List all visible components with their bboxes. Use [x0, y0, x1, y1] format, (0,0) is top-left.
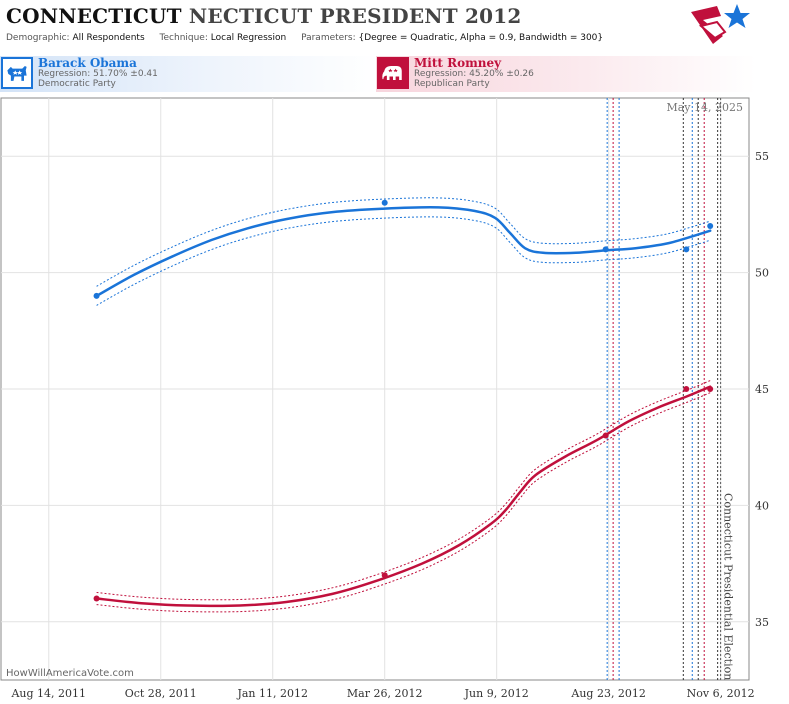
y-tick-label: 45 [755, 383, 769, 396]
demographic-label: Demographic: [6, 33, 70, 43]
obama-poll-point [602, 246, 609, 253]
x-tick-label: Aug 14, 2011 [10, 687, 86, 700]
x-tick-label: Jan 11, 2012 [236, 687, 308, 700]
y-tick-label: 35 [755, 616, 769, 629]
romney-poll-point [381, 572, 388, 579]
candidate-regression: Regression: 51.70% ±0.41 [38, 69, 158, 79]
watermark: HowWillAmericaVote.com [6, 668, 134, 679]
candidate-romney: Mitt Romney Regression: 45.20% ±0.26 Rep… [376, 56, 756, 92]
candidate-party: Democratic Party [38, 79, 116, 89]
obama-trend-line [95, 206, 712, 298]
obama-poll-point [707, 223, 714, 230]
candidate-name: Barack Obama [38, 56, 137, 70]
site-logo-icon [691, 4, 750, 44]
obama-band-lower [96, 216, 711, 306]
candidate-party: Republican Party [414, 79, 490, 89]
x-tick-label: Nov 6, 2012 [687, 687, 755, 700]
candidate-regression: Regression: 45.20% ±0.26 [414, 69, 534, 79]
obama-poll-point [683, 246, 690, 253]
y-tick-label: 50 [755, 267, 769, 280]
title-race: NECTICUT PRESIDENT 2012 [188, 4, 522, 28]
romney-band-lower [96, 392, 711, 613]
page-title: CONNECTICUT NECTICUT PRESIDENT 2012 [6, 4, 522, 28]
header: CONNECTICUT NECTICUT PRESIDENT 2012 Demo… [0, 0, 789, 52]
y-tick-label: 40 [755, 499, 769, 512]
parameters-label: Parameters: [301, 33, 356, 43]
elephant-icon [377, 57, 409, 89]
series-obama [93, 197, 714, 306]
obama-band-upper [96, 197, 711, 287]
y-tick-label: 55 [755, 150, 769, 163]
x-tick-label: Oct 28, 2011 [125, 687, 197, 700]
regression-chart: Aug 14, 2011 Oct 28, 2011 Jan 11, 2012 Mar … [0, 97, 769, 700]
x-tick-label: Jun 9, 2012 [464, 687, 529, 700]
title-state: CONNECTICUT [6, 4, 182, 28]
demographic-value: All Respondents [72, 33, 145, 43]
donkey-icon [1, 57, 33, 89]
election-label: Connecticut Presidential Election [722, 493, 735, 680]
romney-poll-point [707, 386, 714, 392]
x-tick-label: Mar 26, 2012 [347, 687, 423, 700]
candidate-bar: Barack Obama Regression: 51.70% ±0.41 De… [0, 56, 789, 94]
romney-poll-point [93, 595, 100, 602]
candidate-obama: Barack Obama Regression: 51.70% ±0.41 De… [0, 56, 380, 92]
parameters-value: {Degree = Quadratic, Alpha = 0.9, Bandwi… [358, 33, 604, 43]
technique-value: Local Regression [210, 33, 287, 43]
candidate-name: Mitt Romney [414, 56, 502, 70]
x-tick-label: Aug 23, 2012 [570, 687, 646, 700]
romney-band-upper [96, 380, 711, 601]
obama-poll-point [381, 199, 388, 206]
romney-trend-line [95, 385, 712, 608]
romney-poll-point [683, 386, 690, 392]
romney-poll-point [602, 432, 609, 439]
parameters-line: Demographic: All Respondents Technique: … [6, 33, 615, 43]
obama-poll-point [93, 292, 100, 299]
technique-label: Technique: [159, 33, 208, 43]
series-romney [93, 380, 714, 613]
date-annotation: May 14, 2025 [666, 101, 743, 114]
